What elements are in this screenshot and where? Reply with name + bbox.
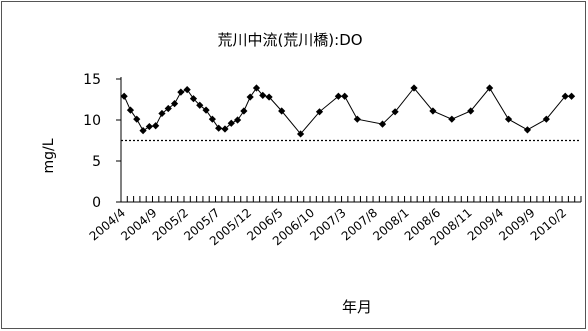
data-point — [233, 116, 242, 124]
data-point — [202, 106, 210, 114]
data-point — [126, 106, 135, 114]
data-point — [246, 93, 254, 101]
data-point — [252, 84, 261, 92]
data-point — [164, 104, 172, 113]
data-point — [240, 107, 248, 115]
y-tick-label: 10 — [83, 113, 101, 129]
data-point — [448, 115, 456, 123]
data-point — [278, 107, 286, 115]
data-point — [139, 127, 147, 135]
data-point — [378, 120, 387, 128]
x-ticks: 2004/42004/92005/22005/72005/122006/5200… — [87, 196, 582, 248]
axes — [120, 77, 581, 203]
data-point — [152, 122, 160, 130]
data-point — [353, 115, 361, 123]
y-ticks: 0 5 10 15 — [83, 72, 121, 211]
data-point — [265, 93, 273, 101]
data-point — [429, 107, 437, 115]
data-point — [133, 115, 141, 123]
y-tick-label: 15 — [83, 72, 101, 88]
data-point — [391, 108, 399, 116]
y-tick-label: 0 — [92, 195, 101, 211]
x-tick-label: 2010/2 — [528, 206, 569, 244]
data-point — [296, 130, 305, 138]
y-tick-label: 5 — [92, 154, 101, 170]
data-point — [561, 92, 569, 100]
data-point — [177, 88, 185, 96]
data-point — [334, 92, 342, 100]
data-point — [215, 124, 223, 132]
data-point — [567, 92, 576, 100]
data-point — [259, 91, 267, 99]
data-point — [189, 95, 198, 103]
data-point — [208, 115, 216, 123]
data-point — [486, 84, 494, 92]
y-axis-label: mg/L — [41, 138, 57, 173]
data-point — [410, 84, 418, 92]
data-point — [170, 100, 179, 108]
data-point — [120, 92, 128, 100]
data-point — [504, 115, 513, 123]
data-point — [145, 122, 153, 131]
x-axis-label: 年月 — [342, 298, 372, 316]
data-point — [196, 101, 204, 109]
data-point — [467, 107, 475, 115]
data-point — [341, 92, 349, 100]
data-point — [221, 125, 229, 133]
chart-title: 荒川中流(荒川橋):DO — [217, 31, 362, 49]
series-line — [123, 87, 572, 135]
data-point — [158, 109, 166, 118]
data-point — [542, 115, 550, 123]
data-point — [227, 119, 235, 127]
data-point — [315, 108, 324, 116]
data-point — [523, 126, 532, 134]
data-point — [183, 86, 191, 94]
plot-area — [120, 84, 576, 138]
